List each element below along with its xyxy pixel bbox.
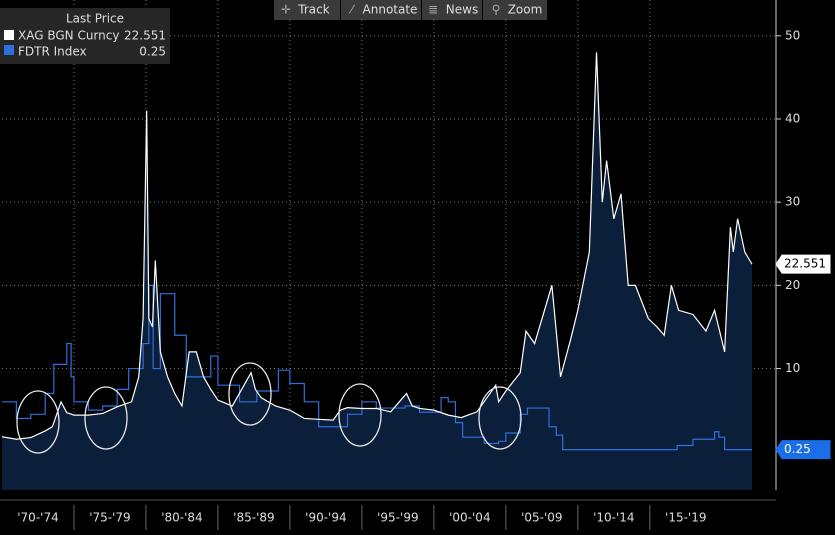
value-label: 22.551 [784,257,826,271]
toolbar: Track ✛ Annotate ⁄ News ≣ Zoom ⚲ [274,0,547,20]
legend-value: 0.25 [139,45,166,59]
circle [16,390,60,454]
icon: ✛ [281,3,291,17]
x-tick-label: '95-'99 [377,511,418,525]
legend-label: XAG BGN Curncy [18,29,119,43]
y-tick-label: 30 [785,195,800,209]
y-tick-label: 50 [785,28,800,42]
legend: Last Price XAG BGN Curncy 22.551 FDTR In… [0,8,170,64]
area [2,52,752,491]
icon: ≣ [428,3,438,17]
circle [84,386,128,450]
toolbar-button[interactable] [274,0,340,20]
x-tick-label: '80-'84 [161,511,202,525]
circle [478,386,522,450]
x-tick-label: '70-'74 [17,511,58,525]
value-label-box [775,254,831,274]
toolbar-label: News [446,3,478,17]
toolbar-button[interactable] [483,0,547,20]
y-tick-label: 20 [785,278,800,292]
legend-title: Last Price [66,12,124,26]
x-tick-label: '90-'94 [305,511,346,525]
legend-swatch [4,45,14,55]
line [1,52,753,440]
y-tick-label: 40 [785,111,800,125]
toolbar-label: Zoom [508,3,543,17]
value-label-box [775,440,831,460]
value-label: 0.25 [784,442,811,456]
x-tick-label: '75-'79 [89,511,130,525]
x-tick-label: '05-'09 [521,511,562,525]
legend-swatch [4,30,14,40]
annotation-circles [16,362,522,454]
circle [338,383,382,447]
legend-box [0,8,170,64]
toolbar-label: Track [297,3,329,17]
x-tick-label: '15-'19 [665,511,706,525]
toolbar-label: Annotate [363,3,418,17]
x-tick-label: '00-'04 [449,511,490,525]
x-tick-label: '10-'14 [593,511,634,525]
icon: ⚲ [492,3,501,17]
y-tick-label: 10 [785,361,800,375]
line [2,284,752,451]
icon: ⁄ [348,3,356,17]
legend-label: FDTR Index [18,45,87,59]
legend-value: 22.551 [124,29,166,43]
toolbar-button[interactable] [422,0,482,20]
x-tick-label: '85-'89 [233,511,274,525]
toolbar-button[interactable] [341,0,421,20]
circle [228,362,272,426]
